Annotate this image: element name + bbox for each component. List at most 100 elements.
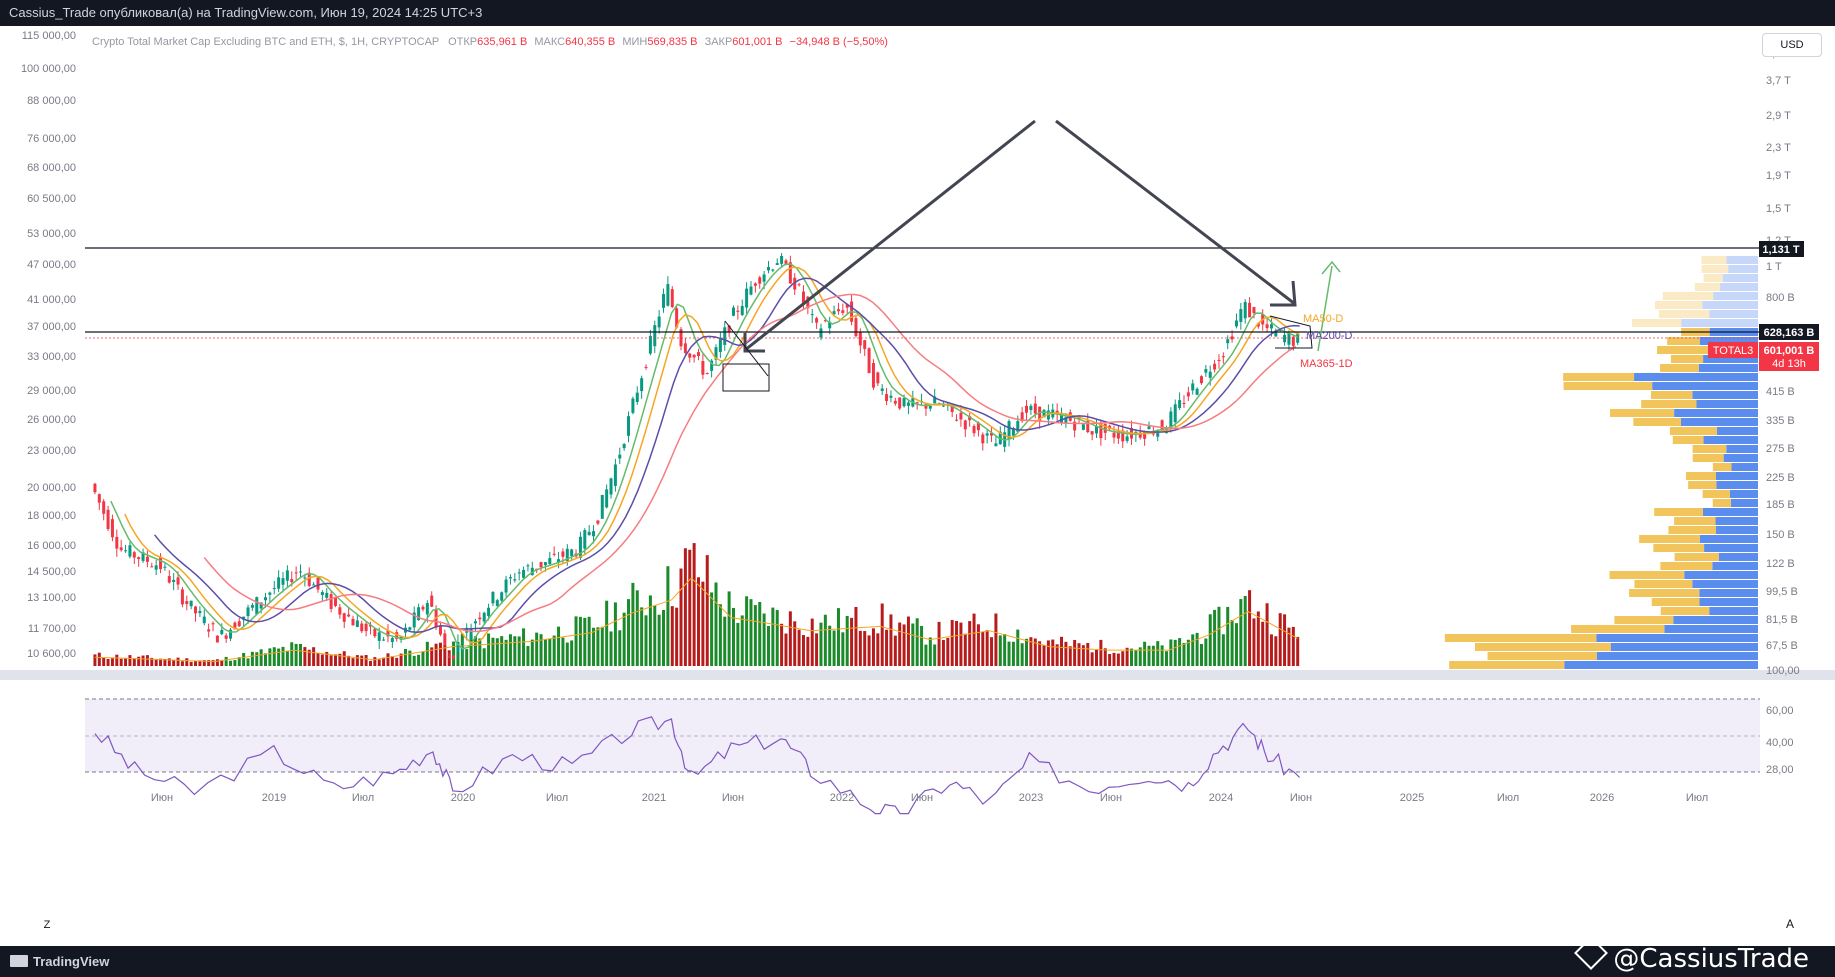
volume-bar <box>1173 639 1177 666</box>
profile-bar-down <box>1610 409 1675 417</box>
volume-bar <box>487 633 491 666</box>
volume-bar <box>1116 653 1120 666</box>
volume-bar <box>679 568 683 666</box>
volume-bar <box>705 555 709 666</box>
candle-body <box>976 422 980 431</box>
price-chart[interactable]: MA50-D MA200-D MA365-1D 115 000,00 100 00… <box>0 26 1835 946</box>
profile-bar-down <box>1629 589 1700 597</box>
volume-bar <box>1156 641 1160 666</box>
volume-bar <box>613 602 617 666</box>
candle-body <box>692 354 696 358</box>
candle-body <box>237 621 241 627</box>
volume-bar <box>605 600 609 666</box>
profile-bar-down <box>1487 652 1597 660</box>
volume-bar <box>368 660 372 666</box>
profile-bar-up <box>1722 274 1758 282</box>
volume-bar <box>233 660 237 666</box>
candle-body <box>731 307 735 316</box>
volume-bar <box>1090 652 1094 666</box>
ma200-label: MA200-D <box>1306 330 1353 342</box>
time-axis-label: Июл <box>1686 792 1708 804</box>
candle-body <box>806 296 810 309</box>
rsi-axis[interactable]: 100,00 60,00 40,00 28,00 <box>1766 665 1800 776</box>
candle-body <box>1195 388 1199 395</box>
candle-body <box>578 536 582 558</box>
candle-body <box>657 316 661 328</box>
zoom-button[interactable]: Z <box>44 919 51 931</box>
candle-body <box>815 318 819 323</box>
candle-body <box>395 632 399 639</box>
candle-body <box>137 557 141 560</box>
volume-bar <box>255 652 259 666</box>
volume-bar <box>417 654 421 666</box>
profile-bar-down <box>1674 553 1719 561</box>
candle-body <box>592 531 596 537</box>
candle-body <box>727 325 731 332</box>
time-axis[interactable]: Июн 2019 Июл 2020 Июл 2021 Июн 2022 Июн 2023 Июн 20… <box>151 792 1708 804</box>
currency-button[interactable]: USD <box>1762 33 1822 57</box>
right-price-axis[interactable]: 4,5 T3,7 T2,9 T2,3 T1,9 T1,5 T1,2 T1 T80… <box>1766 48 1798 652</box>
candle-body <box>176 577 180 585</box>
volume-bar <box>312 647 316 666</box>
profile-bar-down <box>1474 643 1611 651</box>
candle-body <box>500 592 504 601</box>
candle-body <box>548 557 552 565</box>
candle-body <box>1073 421 1077 431</box>
candle-body <box>119 547 123 551</box>
candle-body <box>845 304 849 308</box>
drawn-box-2021[interactable] <box>722 363 770 392</box>
left-axis-label: 100 000,00 <box>21 63 76 75</box>
volume-bar <box>1077 643 1081 666</box>
profile-bar-up <box>1692 580 1758 588</box>
volume-bar <box>592 627 596 666</box>
right-axis-label: 81,5 B <box>1766 614 1798 626</box>
volume-bar <box>478 638 482 666</box>
ma-fast-line <box>110 263 1298 650</box>
candle-body <box>1116 431 1120 439</box>
candle-body <box>793 277 797 290</box>
right-axis-label: 415 B <box>1766 386 1795 398</box>
profile-bar-down <box>1444 634 1597 642</box>
auto-scale-button[interactable]: A <box>1786 917 1794 931</box>
volume-bar <box>775 610 779 666</box>
volume-bar <box>727 591 731 666</box>
candle-body <box>412 612 416 628</box>
time-axis-label: 2026 <box>1590 792 1614 804</box>
volume-bar <box>959 622 963 666</box>
candle-body <box>115 536 119 549</box>
candle-body <box>211 623 215 625</box>
volume-bar <box>224 656 228 666</box>
volume-bar <box>1016 629 1020 666</box>
candle-body <box>780 255 784 264</box>
candle-body <box>950 405 954 413</box>
legend-high-value: 640,355 B <box>565 36 616 48</box>
volume-bar <box>395 657 399 666</box>
projection-arrow[interactable] <box>1317 265 1333 352</box>
candle-body <box>963 420 967 430</box>
candle-body <box>421 606 425 610</box>
tradingview-logo[interactable]: TradingView <box>10 954 109 969</box>
profile-bar-down <box>1712 463 1732 471</box>
profile-bar-down <box>1660 562 1713 570</box>
candle-body <box>902 398 906 407</box>
chart-frame[interactable]: MA50-D MA200-D MA365-1D 115 000,00 100 00… <box>0 26 1835 946</box>
projection-arrow-head <box>1321 260 1341 275</box>
main-pane[interactable] <box>0 26 1835 670</box>
candle-body <box>1213 363 1217 370</box>
candle-body <box>596 520 600 524</box>
volume-bar <box>338 653 342 666</box>
volume-bar <box>145 655 149 666</box>
pane-separator[interactable] <box>0 670 1835 680</box>
profile-bar-up <box>1720 283 1758 291</box>
left-price-axis[interactable]: 115 000,00 100 000,00 88 000,00 76 000,00 68… <box>21 30 76 660</box>
chart-legend: Crypto Total Market Cap Excluding BTC an… <box>92 36 888 48</box>
volume-bar <box>627 599 631 666</box>
profile-bar-down <box>1653 544 1705 552</box>
candle-body <box>609 478 613 495</box>
profile-bar-up <box>1704 544 1758 552</box>
ma365-line <box>203 293 1297 633</box>
drawn-arrow-right[interactable] <box>1055 119 1296 306</box>
volume-bar <box>1129 648 1133 666</box>
drawn-arrow-left[interactable] <box>744 119 1036 352</box>
candle-body <box>797 284 801 286</box>
